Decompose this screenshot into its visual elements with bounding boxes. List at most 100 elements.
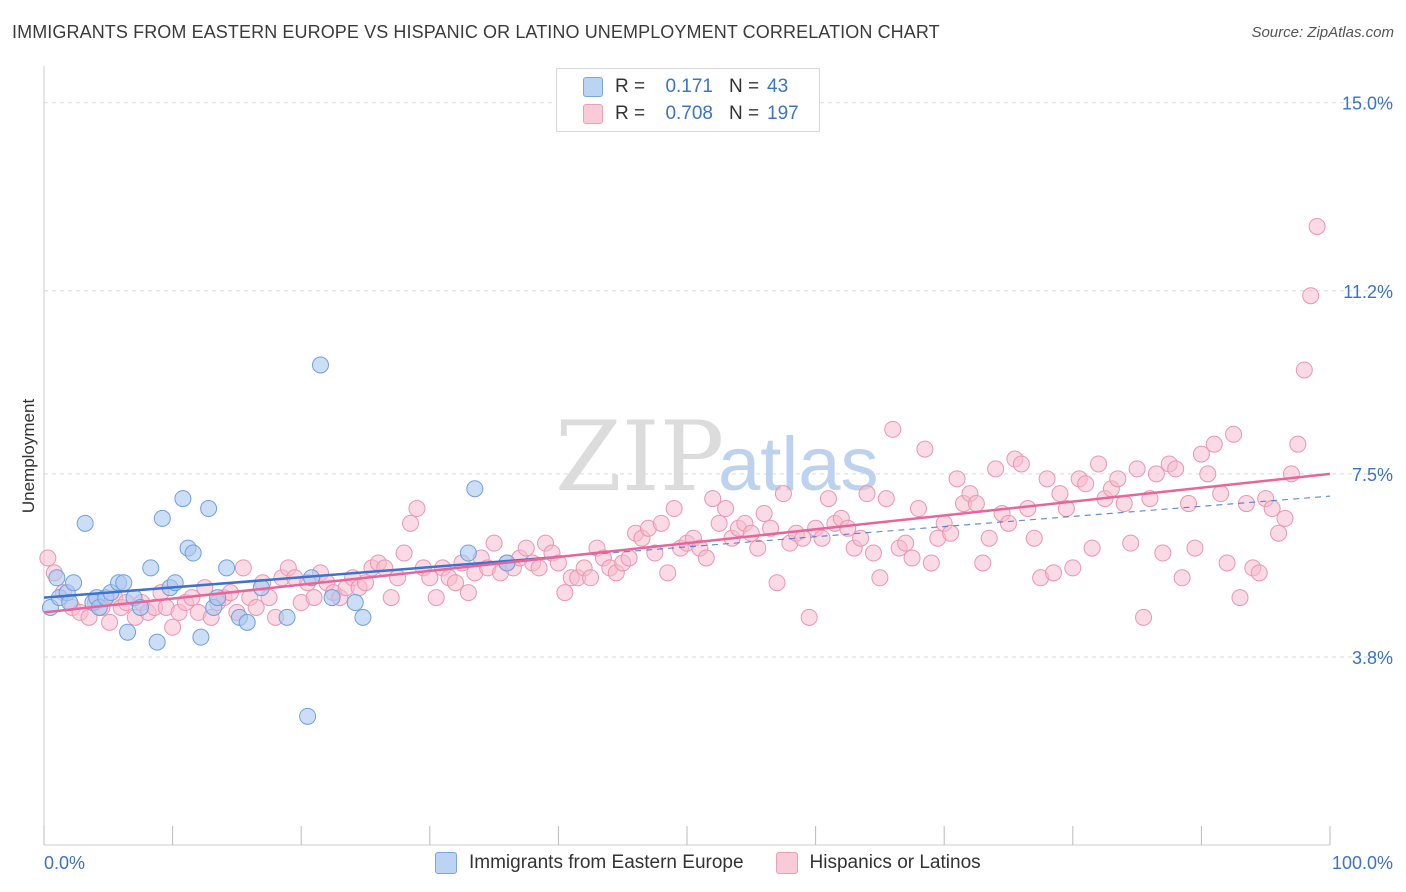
pink-point (305, 589, 323, 607)
pink-point (1192, 445, 1210, 463)
y-tick-label: 7.5% (1352, 465, 1393, 485)
legend-r-value: 0.171 (665, 76, 713, 97)
series-label-blue: Immigrants from Eastern Europe (469, 852, 744, 873)
blue-point (278, 608, 296, 626)
pink-point (1225, 425, 1243, 443)
pink-point (389, 569, 407, 587)
series-legend-item-pink[interactable]: Hispanics or Latinos (775, 852, 981, 874)
pink-point (916, 440, 934, 458)
pink-point (652, 514, 670, 532)
pink-point (1122, 534, 1140, 552)
pink-point (459, 584, 477, 602)
blue-trendline (43, 555, 559, 599)
pink-point (1302, 287, 1320, 305)
series-legend-item-blue[interactable]: Immigrants from Eastern Europe (435, 852, 744, 874)
blue-trendline-extension (558, 495, 1331, 558)
pink-point (710, 514, 728, 532)
blue-point (153, 509, 171, 527)
legend-r-label: R = (615, 103, 646, 124)
pink-point (897, 534, 915, 552)
pink-point (1250, 564, 1268, 582)
blue-point (299, 707, 317, 725)
pink-point (1205, 435, 1223, 453)
pink-trendline (43, 472, 1331, 614)
correlation-legend: R = 0.171 N = 43 R = 0.708 N = 197 (556, 68, 820, 132)
pink-point (871, 569, 889, 587)
pink-point (755, 504, 773, 522)
blue-point (346, 594, 364, 612)
pink-point (1218, 554, 1236, 572)
blue-point (466, 480, 484, 498)
pink-point (395, 544, 413, 562)
chart-title: IMMIGRANTS FROM EASTERN EUROPE VS HISPAN… (12, 22, 940, 42)
legend-n-label: N = (729, 103, 760, 124)
blue-point (148, 633, 166, 651)
pink-point (1077, 475, 1095, 493)
pink-point (1173, 569, 1191, 587)
pink-point (1276, 509, 1294, 527)
blue-point (76, 514, 94, 532)
pink-point (164, 618, 182, 636)
pink-point (877, 490, 895, 508)
pink-point (704, 490, 722, 508)
pink-point (517, 539, 535, 557)
pink-point (530, 559, 548, 577)
pink-point (1083, 539, 1101, 557)
pink-point (813, 529, 831, 547)
pink-point (234, 559, 252, 577)
blue-point (354, 608, 372, 626)
y-axis-title: Unemployment (19, 399, 38, 514)
series-legend: Immigrants from Eastern Europe Hispanics… (435, 852, 1013, 874)
pink-point (762, 519, 780, 537)
blue-point (200, 500, 218, 518)
pink-point (1051, 485, 1069, 503)
pink-point (1167, 460, 1185, 478)
pink-point (1038, 470, 1056, 488)
pink-point (717, 500, 735, 518)
pink-point (1199, 465, 1217, 483)
blue-point (184, 544, 202, 562)
pink-point (556, 584, 574, 602)
pink-point (1154, 544, 1172, 562)
pink-point (858, 485, 876, 503)
pink-point (974, 554, 992, 572)
y-tick-label: 15.0% (1342, 94, 1393, 114)
pink-point (697, 549, 715, 567)
pink-point (903, 549, 921, 567)
pink-point (774, 485, 792, 503)
pink-point (1135, 608, 1153, 626)
legend-n-label: N = (729, 76, 760, 97)
pink-point (884, 420, 902, 438)
pink-point (408, 500, 426, 518)
pink-point (485, 534, 503, 552)
blue-point (174, 490, 192, 508)
series-swatch-blue (435, 852, 457, 874)
blue-point (142, 559, 160, 577)
pink-point (742, 524, 760, 542)
pink-point (39, 549, 57, 567)
pink-point (1109, 470, 1127, 488)
pink-point (1289, 435, 1307, 453)
x-tick-label-min: 0.0% (44, 853, 85, 873)
axes (43, 66, 1331, 846)
pink-point (1115, 495, 1133, 513)
pink-point (549, 554, 567, 572)
pink-point (987, 460, 1005, 478)
pink-point (402, 514, 420, 532)
pink-point (1270, 524, 1288, 542)
series-label-pink: Hispanics or Latinos (809, 852, 981, 873)
blue-point (192, 628, 210, 646)
pink-point (909, 500, 927, 518)
pink-point (1090, 455, 1108, 473)
pink-point (427, 589, 445, 607)
blue-point (238, 613, 256, 631)
y-tick-labels: 3.8% 7.5% 11.2% 15.0% (1342, 94, 1393, 668)
blue-point (115, 574, 133, 592)
pink-point (447, 574, 465, 592)
pink-point (1308, 217, 1326, 235)
pink-point (819, 490, 837, 508)
pink-point (101, 613, 119, 631)
legend-n-value: 43 (767, 76, 789, 97)
legend-row-blue: R = 0.171 N = 43 (583, 75, 788, 99)
